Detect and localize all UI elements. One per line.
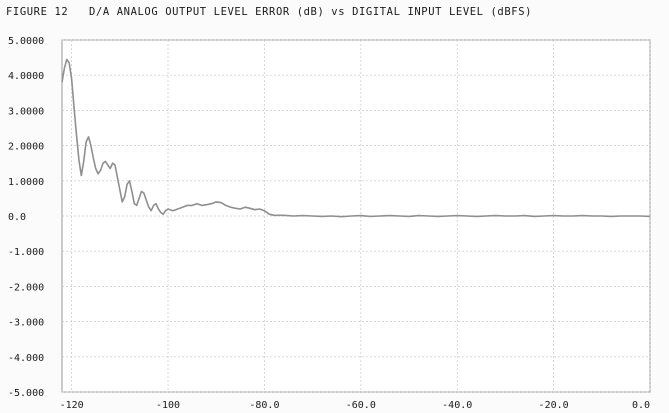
y-tick-label: 0.0: [8, 212, 26, 223]
y-tick-label: 3.0000: [8, 106, 44, 117]
x-tick-label: 0.0: [632, 400, 650, 411]
data-series-line: [61, 58, 651, 218]
y-tick-label: -3.000: [8, 318, 44, 329]
y-tick-label: -1.000: [8, 247, 44, 258]
x-tick-label: -120: [60, 400, 84, 411]
x-tick-label: -80.0: [249, 400, 279, 411]
x-tick-label: -60.0: [346, 400, 376, 411]
y-tick-label: -5.000: [8, 388, 44, 399]
x-tick-label: -40.0: [442, 400, 472, 411]
y-tick-label: 2.0000: [8, 142, 44, 153]
y-tick-label: 4.0000: [8, 71, 44, 82]
y-tick-label: 1.0000: [8, 177, 44, 188]
y-tick-label: -2.000: [8, 282, 44, 293]
y-tick-label: 5.0000: [8, 36, 44, 47]
chart-title: FIGURE 12 D/A ANALOG OUTPUT LEVEL ERROR …: [6, 6, 533, 18]
y-tick-label: -4.000: [8, 353, 44, 364]
x-tick-label: -20.0: [539, 400, 569, 411]
x-tick-label: -100: [156, 400, 180, 411]
